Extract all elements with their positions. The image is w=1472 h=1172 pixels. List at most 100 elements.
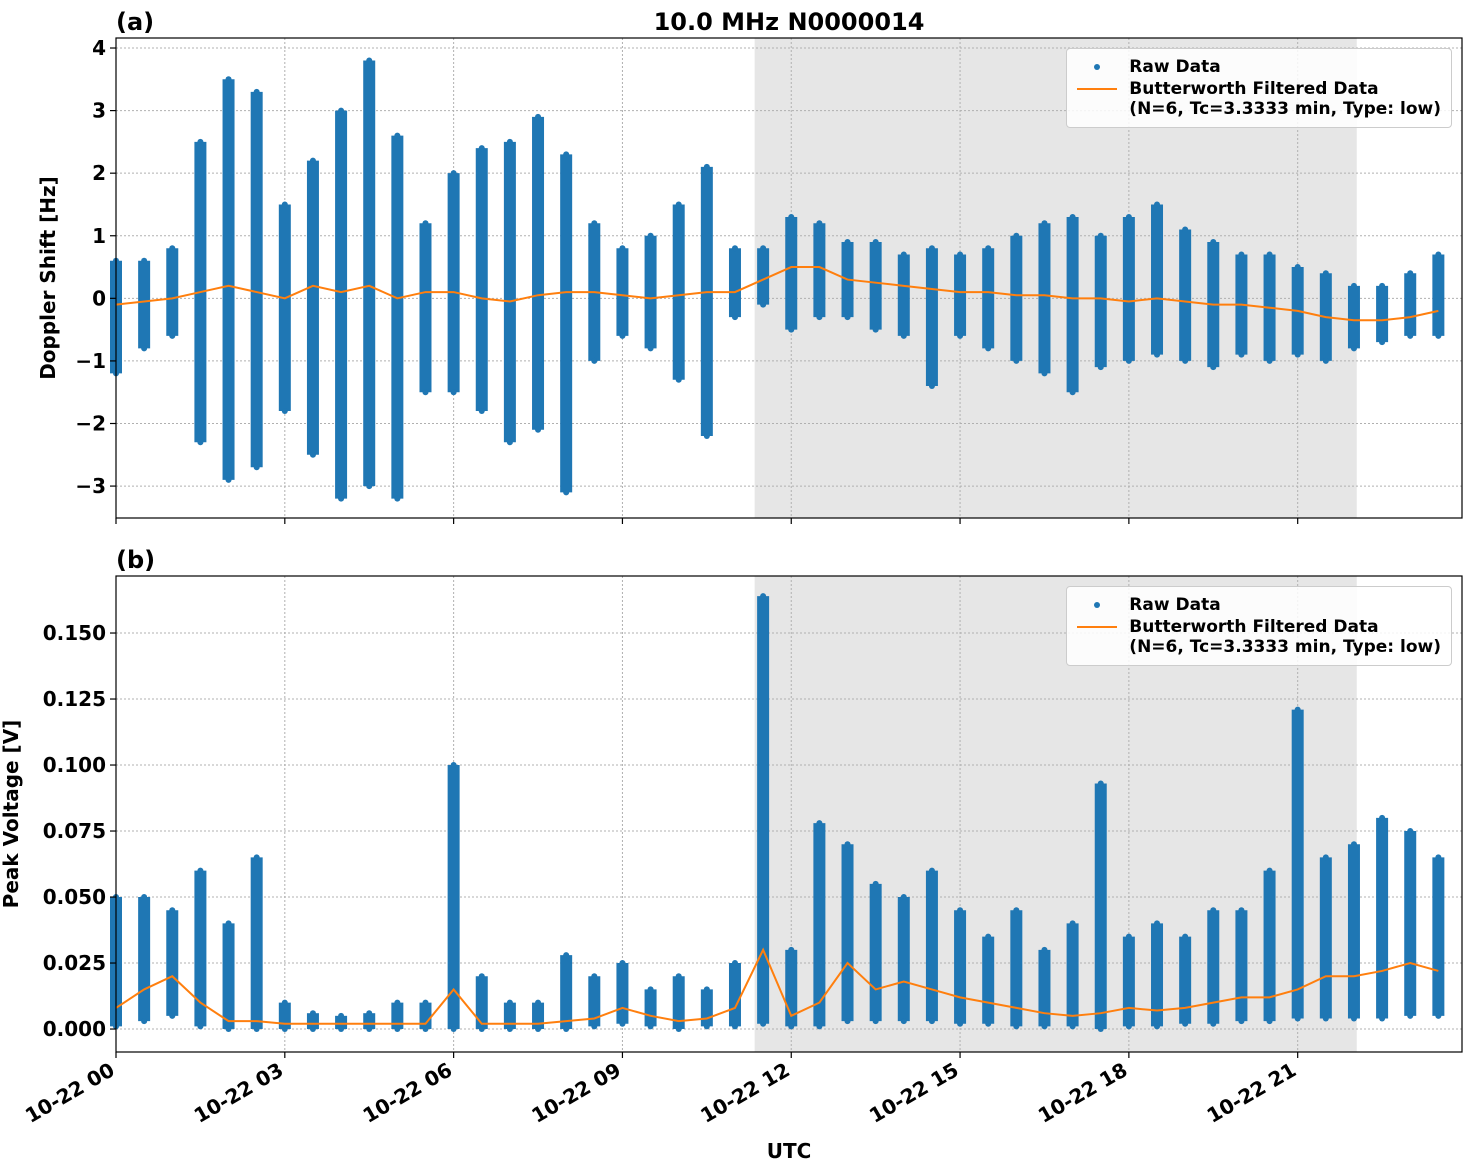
raw-point xyxy=(760,593,767,600)
raw-point xyxy=(872,880,879,887)
raw-point xyxy=(506,138,513,145)
raw-point xyxy=(253,88,260,95)
raw-point xyxy=(900,894,907,901)
raw-point xyxy=(985,245,992,252)
raw-point xyxy=(1182,933,1189,940)
raw-point xyxy=(225,476,232,483)
raw-point xyxy=(647,345,654,352)
raw-point xyxy=(844,314,851,321)
raw-point xyxy=(478,407,485,414)
x-tick-label: 10-22 12 xyxy=(696,1058,794,1128)
raw-point xyxy=(1294,1015,1301,1022)
x-tick-label: 10-22 00 xyxy=(21,1058,119,1128)
raw-point xyxy=(338,107,345,114)
raw-point xyxy=(309,451,316,458)
raw-point xyxy=(422,1026,429,1033)
raw-point xyxy=(366,1026,373,1033)
raw-point xyxy=(1125,213,1132,220)
plot-area xyxy=(110,576,1462,1052)
raw-point xyxy=(619,332,626,339)
raw-point xyxy=(788,326,795,333)
raw-point xyxy=(394,132,401,139)
raw-point xyxy=(1041,1023,1048,1030)
y-tick-label: 4 xyxy=(92,36,106,60)
raw-point xyxy=(1069,389,1076,396)
x-tick-label: 10-22 18 xyxy=(1034,1058,1132,1128)
raw-point xyxy=(1210,1020,1217,1027)
raw-point xyxy=(1182,1020,1189,1027)
raw-point xyxy=(450,389,457,396)
raw-point xyxy=(141,345,148,352)
raw-point xyxy=(1407,828,1414,835)
raw-point xyxy=(1097,364,1104,371)
y-tick-label: 0.075 xyxy=(43,819,106,843)
raw-point xyxy=(338,1026,345,1033)
legend-label: Raw Data xyxy=(1129,57,1221,77)
raw-point xyxy=(928,245,935,252)
raw-point xyxy=(816,1023,823,1030)
raw-point xyxy=(281,407,288,414)
raw-point xyxy=(1350,1015,1357,1022)
legend-entry: Raw Data xyxy=(1077,595,1441,615)
legend-label: Raw Data xyxy=(1129,595,1221,615)
raw-point xyxy=(788,213,795,220)
raw-point xyxy=(1125,1023,1132,1030)
filtered-line xyxy=(115,266,1439,322)
y-tick-label: 0.100 xyxy=(43,753,106,777)
legend-label: Butterworth Filtered Data (N=6, Tc=3.333… xyxy=(1129,617,1441,657)
raw-point xyxy=(506,999,513,1006)
raw-point xyxy=(1154,1023,1161,1030)
raw-point xyxy=(957,332,964,339)
raw-point xyxy=(731,245,738,252)
raw-point xyxy=(281,999,288,1006)
raw-point xyxy=(225,1026,232,1033)
raw-point xyxy=(422,220,429,227)
raw-point xyxy=(535,426,542,433)
raw-point xyxy=(703,433,710,440)
raw-point xyxy=(928,382,935,389)
raw-point xyxy=(900,332,907,339)
raw-point xyxy=(1097,1026,1104,1033)
raw-point xyxy=(309,1010,316,1017)
raw-point xyxy=(1379,814,1386,821)
raw-point xyxy=(394,1026,401,1033)
raw-point xyxy=(366,483,373,490)
y-tick-label: 0.125 xyxy=(43,687,106,711)
raw-point xyxy=(900,1018,907,1025)
raw-point xyxy=(985,345,992,352)
raw-point xyxy=(844,239,851,246)
raw-point xyxy=(1266,1018,1273,1025)
raw-point xyxy=(957,1020,964,1027)
raw-point xyxy=(309,157,316,164)
raw-point xyxy=(647,1023,654,1030)
raw-point xyxy=(1013,907,1020,914)
raw-point xyxy=(169,245,176,252)
raw-point xyxy=(675,973,682,980)
x-tick-label: 10-22 06 xyxy=(359,1058,457,1128)
x-axis-label: UTC xyxy=(767,1139,812,1163)
raw-point xyxy=(141,1018,148,1025)
raw-point xyxy=(957,251,964,258)
y-tick-label: 1 xyxy=(92,224,106,248)
axes-frame xyxy=(115,575,1463,1053)
raw-point xyxy=(253,464,260,471)
raw-point xyxy=(1069,920,1076,927)
raw-point xyxy=(703,986,710,993)
y-axis-label: Peak Voltage [V] xyxy=(0,720,23,909)
raw-point xyxy=(703,1023,710,1030)
raw-point xyxy=(619,245,626,252)
raw-point xyxy=(1350,841,1357,848)
y-tick-label: −2 xyxy=(75,412,106,436)
raw-point xyxy=(647,232,654,239)
raw-point xyxy=(478,973,485,980)
raw-point xyxy=(647,986,654,993)
raw-point xyxy=(1069,1023,1076,1030)
raw-point xyxy=(591,973,598,980)
raw-point xyxy=(1210,907,1217,914)
legend-marker xyxy=(1094,602,1101,608)
raw-point xyxy=(141,894,148,901)
legend-swatch xyxy=(1077,57,1117,77)
raw-point xyxy=(1097,232,1104,239)
legend-entry: Raw Data xyxy=(1077,57,1441,77)
legend-swatch xyxy=(1077,617,1118,637)
